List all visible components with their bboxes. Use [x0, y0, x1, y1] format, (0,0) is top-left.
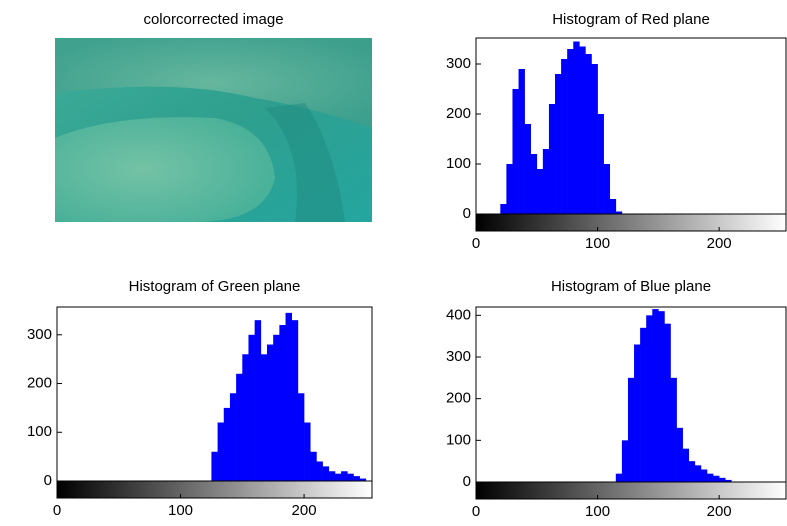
bar: [658, 311, 665, 482]
bar: [694, 465, 702, 482]
y-tick-label: 200: [446, 390, 471, 407]
bar: [719, 477, 726, 482]
panel-title: Histogram of Green plane: [129, 278, 301, 295]
bar: [236, 373, 243, 481]
bar: [322, 466, 330, 481]
rock: [55, 38, 372, 128]
bar: [518, 69, 525, 214]
bar: [713, 475, 720, 482]
bar: [555, 74, 562, 214]
bar: [359, 478, 367, 481]
bar: [561, 59, 568, 214]
bar: [573, 41, 580, 214]
bar: [500, 204, 507, 214]
bar: [353, 476, 360, 481]
bar: [615, 473, 623, 482]
bar: [567, 49, 574, 214]
bar: [609, 199, 617, 214]
bar: [536, 169, 544, 214]
y-tick-label: 0: [463, 205, 471, 222]
bar: [615, 211, 623, 214]
colorbar: [475, 481, 787, 500]
x-tick-label: 100: [585, 235, 610, 252]
bar: [591, 64, 598, 214]
bar: [341, 471, 348, 481]
image: [55, 38, 372, 222]
bar: [291, 320, 299, 481]
bar: [597, 114, 604, 214]
bar: [512, 89, 519, 214]
bar: [664, 323, 671, 482]
colorbar: [475, 213, 787, 232]
panel-title: Histogram of Blue plane: [551, 278, 711, 295]
x-tick-label: 100: [585, 503, 610, 520]
x-tick-label: 0: [53, 502, 61, 519]
bar: [267, 344, 274, 481]
bar: [634, 344, 641, 482]
bar: [260, 354, 268, 481]
bar: [211, 451, 218, 481]
bar: [646, 315, 653, 482]
bar: [585, 54, 592, 214]
bar: [310, 451, 317, 481]
bar: [603, 164, 611, 214]
y-tick-label: 300: [446, 348, 471, 365]
bar: [621, 440, 629, 482]
bar: [273, 334, 280, 481]
y-tick-label: 100: [27, 423, 52, 440]
bar: [328, 471, 336, 481]
bar: [316, 461, 323, 481]
bar: [676, 427, 683, 482]
bar: [579, 46, 586, 214]
x-tick-label: 0: [472, 235, 480, 252]
panel-title: Histogram of Red plane: [552, 11, 710, 28]
bar: [229, 393, 237, 481]
panel-title: colorcorrected image: [143, 11, 283, 28]
bar: [670, 377, 677, 482]
bar: [652, 309, 659, 482]
bar: [524, 124, 532, 214]
colorbar: [56, 480, 373, 499]
bar: [725, 479, 732, 482]
y-tick-label: 200: [27, 374, 52, 391]
y-tick-label: 100: [446, 155, 471, 172]
y-tick-label: 0: [44, 472, 52, 489]
bar: [640, 327, 647, 482]
bar: [530, 154, 538, 214]
bar: [542, 149, 550, 214]
bar: [548, 104, 556, 214]
bar: [334, 473, 342, 481]
x-tick-label: 200: [707, 503, 732, 520]
bar: [304, 422, 311, 481]
bar: [242, 354, 249, 481]
rock: [55, 117, 275, 222]
bar: [248, 334, 255, 481]
y-tick-label: 200: [446, 105, 471, 122]
bar: [285, 312, 293, 481]
x-tick-label: 200: [707, 235, 732, 252]
bar: [688, 461, 696, 482]
bar: [506, 164, 513, 214]
shadow: [265, 103, 345, 222]
bar: [700, 469, 708, 482]
bar: [217, 422, 225, 481]
bar: [627, 377, 635, 482]
y-tick-label: 100: [446, 431, 471, 448]
x-tick-label: 0: [472, 503, 480, 520]
bar: [223, 407, 231, 481]
bar: [254, 320, 262, 481]
bar: [706, 473, 714, 482]
y-tick-label: 400: [446, 306, 471, 323]
y-tick-label: 300: [446, 55, 471, 72]
y-tick-label: 300: [27, 326, 52, 343]
bar: [297, 393, 305, 481]
bar: [347, 473, 354, 481]
bar: [279, 325, 286, 481]
bar: [682, 448, 690, 482]
x-tick-label: 100: [168, 502, 193, 519]
x-tick-label: 200: [292, 502, 317, 519]
y-tick-label: 0: [463, 473, 471, 490]
